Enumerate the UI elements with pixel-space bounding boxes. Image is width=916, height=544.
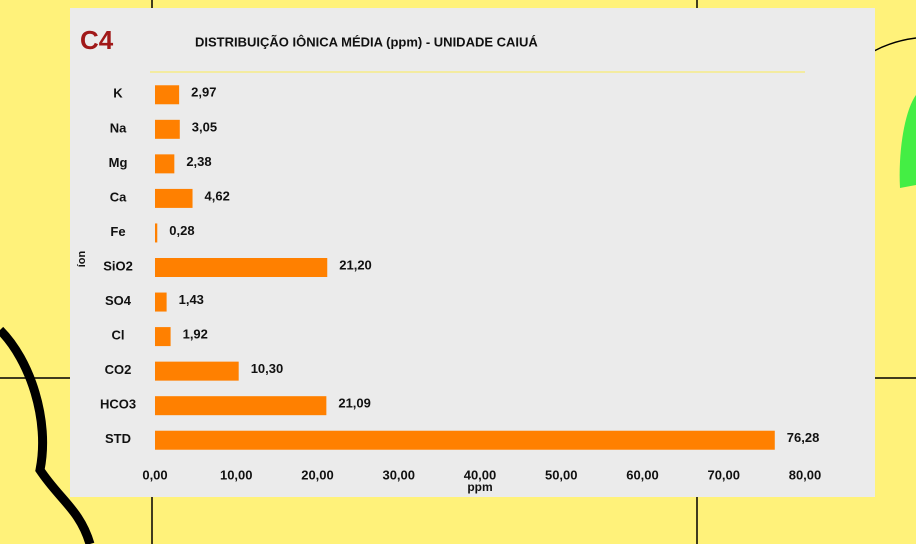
value-label: 76,28 (787, 430, 820, 445)
y-axis-label: íon (76, 250, 88, 267)
value-label: 3,05 (192, 119, 217, 134)
bar (155, 327, 171, 347)
bar (155, 223, 158, 243)
y-tick-label: Cl (112, 328, 125, 343)
bar (155, 154, 175, 174)
x-axis-label: ppm (467, 480, 492, 494)
x-tick-label: 20,00 (301, 467, 334, 482)
y-tick-label: SiO2 (103, 258, 133, 273)
value-label: 1,43 (179, 292, 204, 307)
y-tick-label: Fe (110, 224, 125, 239)
chart-panel (70, 8, 875, 497)
y-tick-label: K (113, 86, 123, 101)
x-tick-label: 60,00 (626, 467, 659, 482)
bar (155, 258, 328, 277)
bar (155, 361, 239, 381)
y-tick-label: SO4 (105, 293, 132, 308)
y-tick-label: Ca (110, 189, 127, 204)
bar (155, 396, 327, 416)
x-tick-label: 10,00 (220, 467, 253, 482)
chart-label: C4 (80, 25, 114, 55)
y-tick-label: CO2 (105, 362, 132, 377)
value-label: 4,62 (205, 188, 230, 203)
bar (155, 430, 775, 450)
value-label: 21,20 (339, 257, 372, 272)
value-label: 2,38 (186, 154, 211, 169)
value-label: 2,97 (191, 85, 216, 100)
plot: 0,00 10,00 20,00 30,00 40,00 50,00 60,00 70,00 8… (100, 85, 821, 483)
bar (155, 85, 180, 105)
x-tick-label: 50,00 (545, 467, 578, 482)
y-tick-label: STD (105, 431, 131, 446)
x-tick-label: 80,00 (789, 467, 822, 482)
x-tick-label: 30,00 (382, 467, 415, 482)
x-tick-label: 40,00 (464, 467, 497, 482)
map-area (899, 95, 916, 188)
x-tick-label: 0,00 (142, 467, 167, 482)
bar (155, 292, 167, 312)
x-tick-label: 70,00 (707, 467, 740, 482)
y-tick-label: Mg (109, 155, 128, 170)
bar (155, 188, 193, 208)
value-label: 10,30 (251, 361, 284, 376)
value-label: 21,09 (338, 396, 371, 411)
chart-title: DISTRIBUIÇÃO IÔNICA MÉDIA (ppm) - UNIDAD… (195, 34, 538, 49)
bar (155, 119, 180, 139)
y-tick-label: Na (110, 120, 127, 135)
value-label: 1,92 (183, 327, 208, 342)
y-tick-label: HCO3 (100, 397, 136, 412)
value-label: 0,28 (169, 223, 194, 238)
map-river (0, 326, 95, 544)
